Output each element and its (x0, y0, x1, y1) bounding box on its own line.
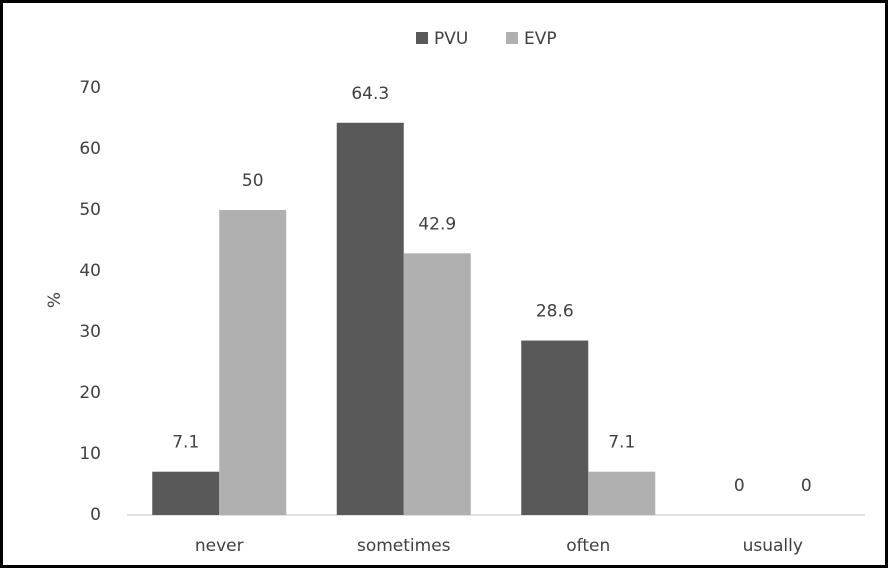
bar (219, 210, 287, 515)
y-tick-label: 50 (79, 200, 101, 220)
y-tick-label: 70 (79, 78, 101, 98)
y-tick-label: 0 (90, 505, 101, 525)
y-tick-label: 60 (79, 139, 101, 159)
value-label: 42.9 (418, 214, 456, 234)
value-label: 7.1 (172, 433, 199, 453)
y-tick-label: 40 (79, 261, 101, 281)
value-label: 0 (734, 476, 745, 496)
y-tick-label: 30 (79, 322, 101, 342)
bar (336, 122, 404, 516)
bar (521, 340, 589, 515)
y-axis-label: % (45, 292, 65, 308)
value-label: 64.3 (351, 84, 389, 104)
bar (588, 471, 656, 515)
bar (152, 471, 220, 515)
x-tick-label: never (195, 536, 244, 556)
y-tick-label: 10 (79, 444, 101, 464)
value-label: 7.1 (608, 433, 635, 453)
legend-swatch (506, 32, 518, 44)
value-label: 50 (242, 171, 264, 191)
bar (403, 253, 471, 515)
value-label: 0 (801, 476, 812, 496)
legend-label: PVU (434, 29, 468, 49)
value-label: 28.6 (536, 302, 574, 322)
x-tick-label: sometimes (357, 536, 451, 556)
legend-label: EVP (524, 29, 557, 49)
legend-swatch (416, 32, 428, 44)
y-tick-label: 20 (79, 383, 101, 403)
x-tick-label: often (566, 536, 610, 556)
x-tick-label: usually (743, 536, 803, 556)
